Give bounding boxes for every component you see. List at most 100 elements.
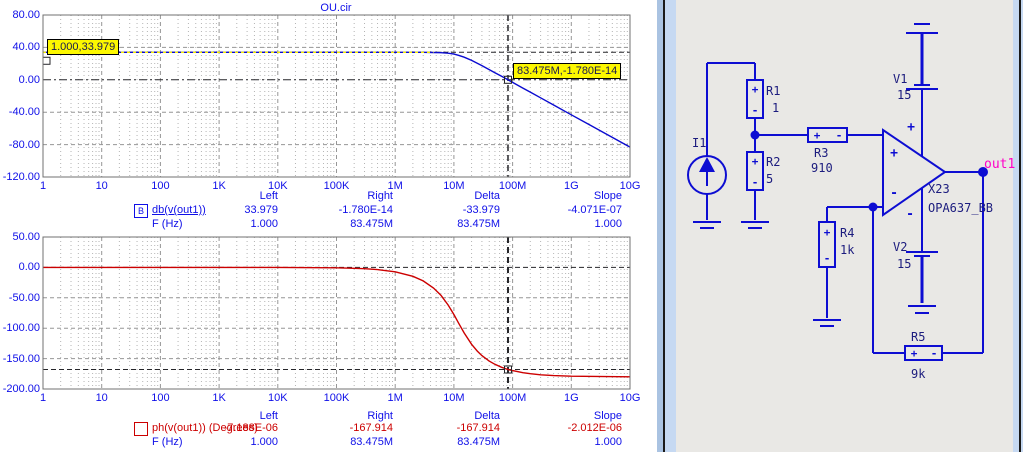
t1-freq-right: 83.475M bbox=[350, 218, 393, 230]
svg-text:+: + bbox=[824, 226, 831, 239]
mag-xaxis-row-label: F (Hz) bbox=[152, 218, 183, 230]
svg-text:-: - bbox=[890, 186, 898, 201]
junction-dot bbox=[868, 202, 878, 212]
x-tick-label: 100K bbox=[323, 180, 350, 192]
svg-text:+: + bbox=[907, 120, 915, 135]
resistor-r1[interactable] bbox=[746, 79, 764, 119]
y-tick-label: 0.00 bbox=[18, 73, 40, 86]
svg-text:-: - bbox=[906, 207, 914, 222]
magnitude-trace bbox=[43, 51, 631, 148]
ground-r4[interactable] bbox=[813, 319, 841, 327]
resistor-r4[interactable] bbox=[818, 221, 836, 268]
current-source-i1[interactable] bbox=[687, 155, 727, 195]
t1-mag-value-right: -1.780E-14 bbox=[338, 204, 393, 216]
schematic-window-right-border[interactable] bbox=[1013, 0, 1019, 452]
value-r3: 910 bbox=[811, 161, 833, 175]
t1-mag-value-slope: -4.071E-07 bbox=[567, 204, 622, 216]
pane-divider-scrollbar[interactable] bbox=[657, 0, 663, 452]
y-tick-label: 40.00 bbox=[12, 41, 40, 54]
svg-text:-: - bbox=[824, 252, 831, 265]
t1-freq-delta: 83.475M bbox=[457, 218, 500, 230]
junction-dot bbox=[750, 130, 760, 140]
ground-v2[interactable] bbox=[908, 305, 936, 314]
bode-plot-area[interactable] bbox=[0, 0, 657, 452]
value-v2: 15 bbox=[897, 257, 911, 271]
t1-header-left: Left bbox=[259, 190, 278, 202]
x-tick-label: 10G bbox=[619, 180, 641, 192]
t1-header-delta: Delta bbox=[474, 190, 500, 202]
x-tick-label: 10K bbox=[268, 392, 288, 404]
plot-title: OU.cir bbox=[320, 2, 352, 14]
label-r4: R4 bbox=[840, 226, 854, 240]
x-tick-label: 10 bbox=[95, 392, 108, 404]
t2-header-right: Right bbox=[367, 410, 393, 422]
x-tick-label: 100 bbox=[151, 392, 170, 404]
label-r1: R1 bbox=[766, 84, 780, 98]
x-tick-label: 1 bbox=[39, 392, 47, 404]
schematic-canvas-bg bbox=[676, 0, 1013, 452]
y-tick-label: 50.00 bbox=[12, 231, 40, 243]
left-cursor-marker[interactable] bbox=[42, 56, 51, 65]
svg-text:+: + bbox=[752, 155, 759, 168]
t2-phase-value-slope: -2.012E-06 bbox=[567, 422, 622, 434]
x-tick-label: 100M bbox=[498, 392, 527, 404]
y-tick-label: -50.00 bbox=[8, 291, 40, 304]
y-tick-label: -150.00 bbox=[2, 352, 40, 365]
wires[interactable] bbox=[693, 23, 984, 354]
bode-phase-plot[interactable] bbox=[42, 236, 631, 390]
t2-header-left: Left bbox=[259, 410, 278, 422]
value-r5: 9k bbox=[911, 367, 926, 381]
label-r5: R5 bbox=[911, 330, 925, 344]
x-tick-label: 100K bbox=[323, 392, 350, 404]
y-tick-label: -80.00 bbox=[8, 138, 40, 151]
svg-text:-: - bbox=[752, 104, 759, 117]
resistor-r3[interactable] bbox=[807, 127, 848, 143]
polarity-marks: +- +- + - +- + - + - + - bbox=[752, 83, 938, 360]
resistor-r2[interactable] bbox=[746, 151, 764, 191]
resistor-r5[interactable] bbox=[904, 345, 943, 361]
x-tick-label: 10K bbox=[268, 180, 288, 192]
right-cursor-readout: 83.475M,-1.780E-14 bbox=[513, 63, 622, 79]
x-tick-label: 1K bbox=[212, 180, 226, 192]
ground-r2[interactable] bbox=[741, 221, 769, 229]
x-tick-label: 1K bbox=[212, 392, 226, 404]
phase-trace-legend[interactable]: ph(v(out1)) (Degrees) bbox=[152, 422, 258, 434]
t1-freq-slope: 1.000 bbox=[594, 218, 622, 230]
pane-divider-line[interactable] bbox=[663, 0, 665, 452]
y-tick-label: 0.00 bbox=[18, 261, 40, 274]
t1-mag-value-delta: -33.979 bbox=[462, 204, 500, 216]
mag-trace-checkbox[interactable]: B bbox=[134, 204, 148, 218]
x-tick-label: 10 bbox=[95, 180, 108, 192]
analysis-plot-pane: OU.cir 1.000,33.979 83.475M,-1.780E-14 B… bbox=[0, 0, 657, 452]
y-tick-label: -120.00 bbox=[2, 171, 40, 183]
t2-freq-delta: 83.475M bbox=[457, 436, 500, 448]
label-r3: R3 bbox=[814, 146, 828, 160]
x-tick-label: 100M bbox=[498, 180, 527, 192]
bode-magnitude-plot[interactable] bbox=[42, 14, 631, 178]
t2-header-slope: Slope bbox=[593, 410, 622, 422]
node-label-out1[interactable]: out1 bbox=[984, 157, 1015, 172]
x-tick-label: 1M bbox=[387, 392, 403, 404]
svg-text:+: + bbox=[814, 129, 821, 142]
x-tick-label: 10G bbox=[619, 392, 641, 404]
value-x23: OPA637_BB bbox=[928, 201, 993, 215]
t2-phase-value-delta: -167.914 bbox=[456, 422, 500, 434]
schematic-window-left-border[interactable] bbox=[665, 0, 676, 452]
arrow-up-icon bbox=[699, 157, 715, 172]
label-i1: I1 bbox=[692, 136, 706, 150]
x-tick-label: 1M bbox=[387, 180, 403, 192]
x-tick-label: 1G bbox=[563, 392, 579, 404]
component-labels[interactable]: I1 R1 1 R2 5 R3 910 R4 1k R5 9k V1 15 V2… bbox=[692, 72, 1015, 381]
right-cursor-marker[interactable] bbox=[503, 75, 512, 84]
svg-text:-: - bbox=[752, 176, 759, 189]
value-r4: 1k bbox=[840, 243, 855, 257]
mag-trace-legend[interactable]: db(v(out1)) bbox=[152, 204, 206, 216]
t2-header-delta: Delta bbox=[474, 410, 500, 422]
schematic-editor[interactable]: +- +- + - +- + - + - + - I1 R1 1 R2 5 R3 9… bbox=[660, 0, 1023, 452]
phase-trace-checkbox[interactable] bbox=[134, 422, 148, 436]
right-cursor-marker[interactable] bbox=[503, 365, 512, 374]
ground-i1[interactable] bbox=[693, 221, 721, 229]
svg-text:+: + bbox=[752, 83, 759, 96]
opamp-x23[interactable] bbox=[882, 128, 947, 217]
